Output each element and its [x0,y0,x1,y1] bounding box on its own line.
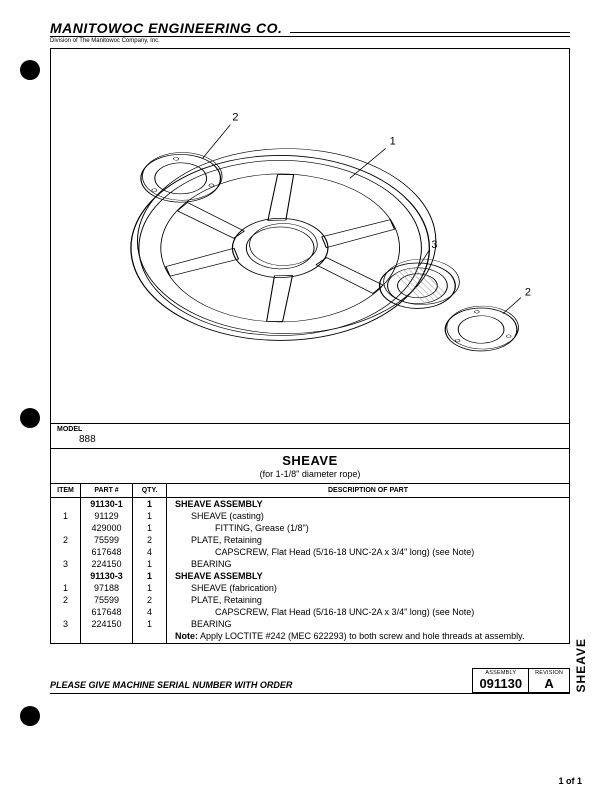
table-row: 91130-11SHEAVE ASSEMBLY [51,498,570,511]
model-row: MODEL 888 [50,424,570,449]
page: MANITOWOC ENGINEERING CO. Division of Th… [50,20,570,694]
page-number: 1 of 1 [558,776,582,786]
model-label: MODEL [57,426,563,433]
table-row: 6176484CAPSCREW, Flat Head (5/16-18 UNC-… [51,546,570,558]
table-row: 6176484CAPSCREW, Flat Head (5/16-18 UNC-… [51,606,570,618]
part-subtitle: (for 1-1/8" diameter rope) [51,469,569,479]
side-tab: SHEAVE [574,638,588,692]
revision-value: A [544,677,553,690]
col-desc: DESCRIPTION OF PART [167,484,570,498]
header: MANITOWOC ENGINEERING CO. [50,20,570,37]
footer-rule [50,693,570,694]
table-header-row: ITEM PART # QTY. DESCRIPTION OF PART [51,484,570,498]
table-row: 4290001FITTING, Grease (1/8") [51,522,570,534]
callout-2a: 2 [232,112,238,124]
punch-hole [20,706,40,726]
revision-box: REVISION A [528,669,569,692]
company-name: MANITOWOC ENGINEERING CO. [50,20,282,36]
table-row: 32241501BEARING [51,618,570,630]
callout-1: 1 [390,135,396,147]
parts-table: ITEM PART # QTY. DESCRIPTION OF PART 911… [50,484,570,644]
sheave-drawing: 1 2 3 2 [51,49,569,423]
footer-text: PLEASE GIVE MACHINE SERIAL NUMBER WITH O… [50,680,292,690]
punch-hole [20,60,40,80]
assembly-number: 091130 [479,677,522,690]
assembly-box: ASSEMBLY 091130 [473,669,528,692]
model-value: 888 [57,434,563,445]
col-part: PART # [81,484,133,498]
note-row: Note: Apply LOCTITE #242 (MEC 622293) to… [51,630,570,644]
callout-2b: 2 [525,287,531,299]
col-qty: QTY. [133,484,167,498]
col-item: ITEM [51,484,81,498]
drawing-frame: 1 2 3 2 [50,48,570,424]
callout-3: 3 [431,239,437,251]
header-rule [290,32,570,33]
table-row: 1911291SHEAVE (casting) [51,510,570,522]
note-label: Note: [175,631,198,641]
footer: PLEASE GIVE MACHINE SERIAL NUMBER WITH O… [50,660,570,694]
table-row: 91130-31SHEAVE ASSEMBLY [51,570,570,582]
note-text: Apply LOCTITE #242 (MEC 622293) to both … [200,631,525,641]
footer-boxes: ASSEMBLY 091130 REVISION A [472,668,570,693]
table-row: 2755992PLATE, Retaining [51,534,570,546]
table-row: 1971881SHEAVE (fabrication) [51,582,570,594]
part-title: SHEAVE [51,453,569,468]
title-row: SHEAVE (for 1-1/8" diameter rope) [50,449,570,484]
table-row: 32241501BEARING [51,558,570,570]
punch-hole [20,408,40,428]
division-text: Division of The Manitowoc Company, Inc. [50,38,570,44]
table-row: 2755992PLATE, Retaining [51,594,570,606]
